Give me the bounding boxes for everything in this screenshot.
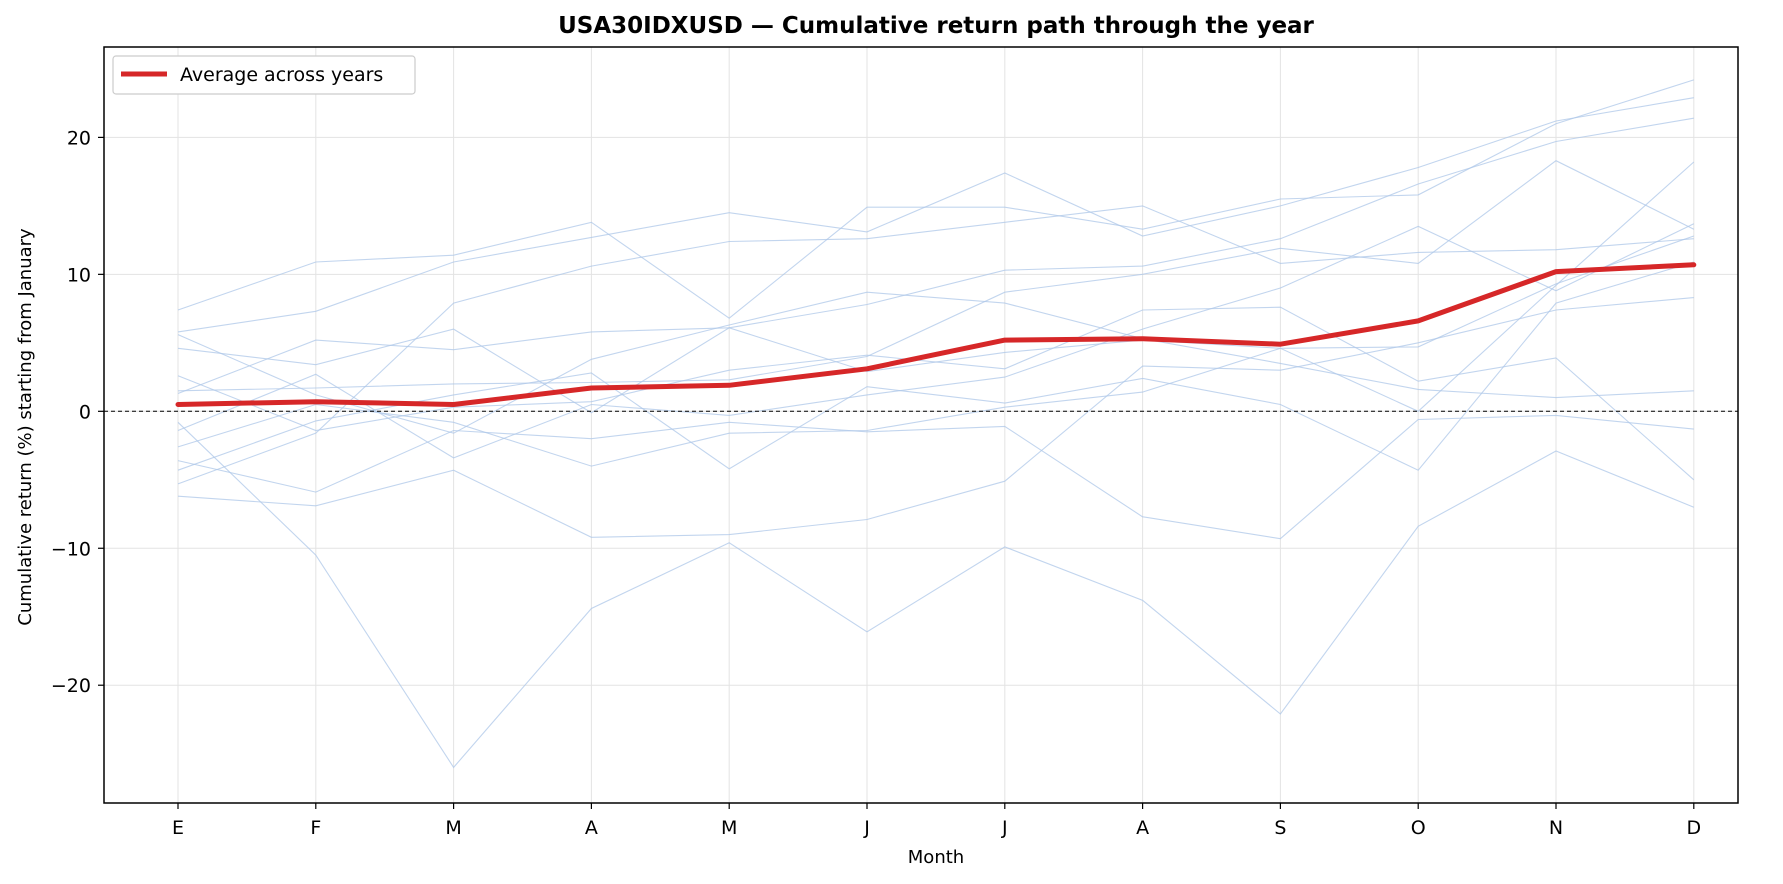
year-series-line [177,97,1694,333]
x-tick-label: A [1136,817,1149,839]
plot-frame [103,46,1739,804]
x-tick-label: S [1274,817,1286,839]
year-series-line [177,160,1695,392]
legend-box [112,55,416,95]
y-tick-label: 10 [67,264,91,286]
year-series-line [177,161,1695,467]
y-tick-label: 0 [79,401,91,423]
year-series-line [177,421,1695,769]
x-tick-label: N [1549,817,1563,839]
chart-title: USA30IDXUSD — Cumulative return path thr… [558,13,1314,39]
x-tick-label: O [1411,817,1426,839]
x-tick-label: E [172,817,184,839]
year-series-line [177,79,1694,319]
y-tick-label: −10 [51,538,91,560]
grid [104,47,1738,803]
x-tick-label: M [445,817,461,839]
average-series-line [175,262,1697,407]
y-tick-label: 20 [67,127,91,149]
y-axis-label: Cumulative return (%) starting from Janu… [15,228,36,626]
year-series-line [177,414,1694,540]
x-tick-label: F [310,817,321,839]
year-series-line [177,117,1694,414]
x-tick-label: J [863,817,870,839]
year-lines [177,79,1695,769]
year-series-line [177,205,1694,485]
legend: Average across years [112,55,416,95]
legend-average-label: Average across years [180,64,383,86]
x-tick-label: A [585,817,598,839]
year-series-line [177,297,1694,538]
year-series-line [177,235,1694,395]
year-series-line [177,261,1694,471]
x-tick-label: D [1686,817,1701,839]
x-tick-label: J [1001,817,1008,839]
x-tick-label: M [721,817,737,839]
axis-ticks: E F M A M J J A S O N D −20 −10 0 10 20 [51,127,1701,839]
y-tick-label: −20 [51,675,91,697]
x-axis-label: Month [908,847,964,868]
year-series-line [177,306,1695,481]
average-line-group [175,262,1697,407]
year-series-line [177,223,1695,459]
